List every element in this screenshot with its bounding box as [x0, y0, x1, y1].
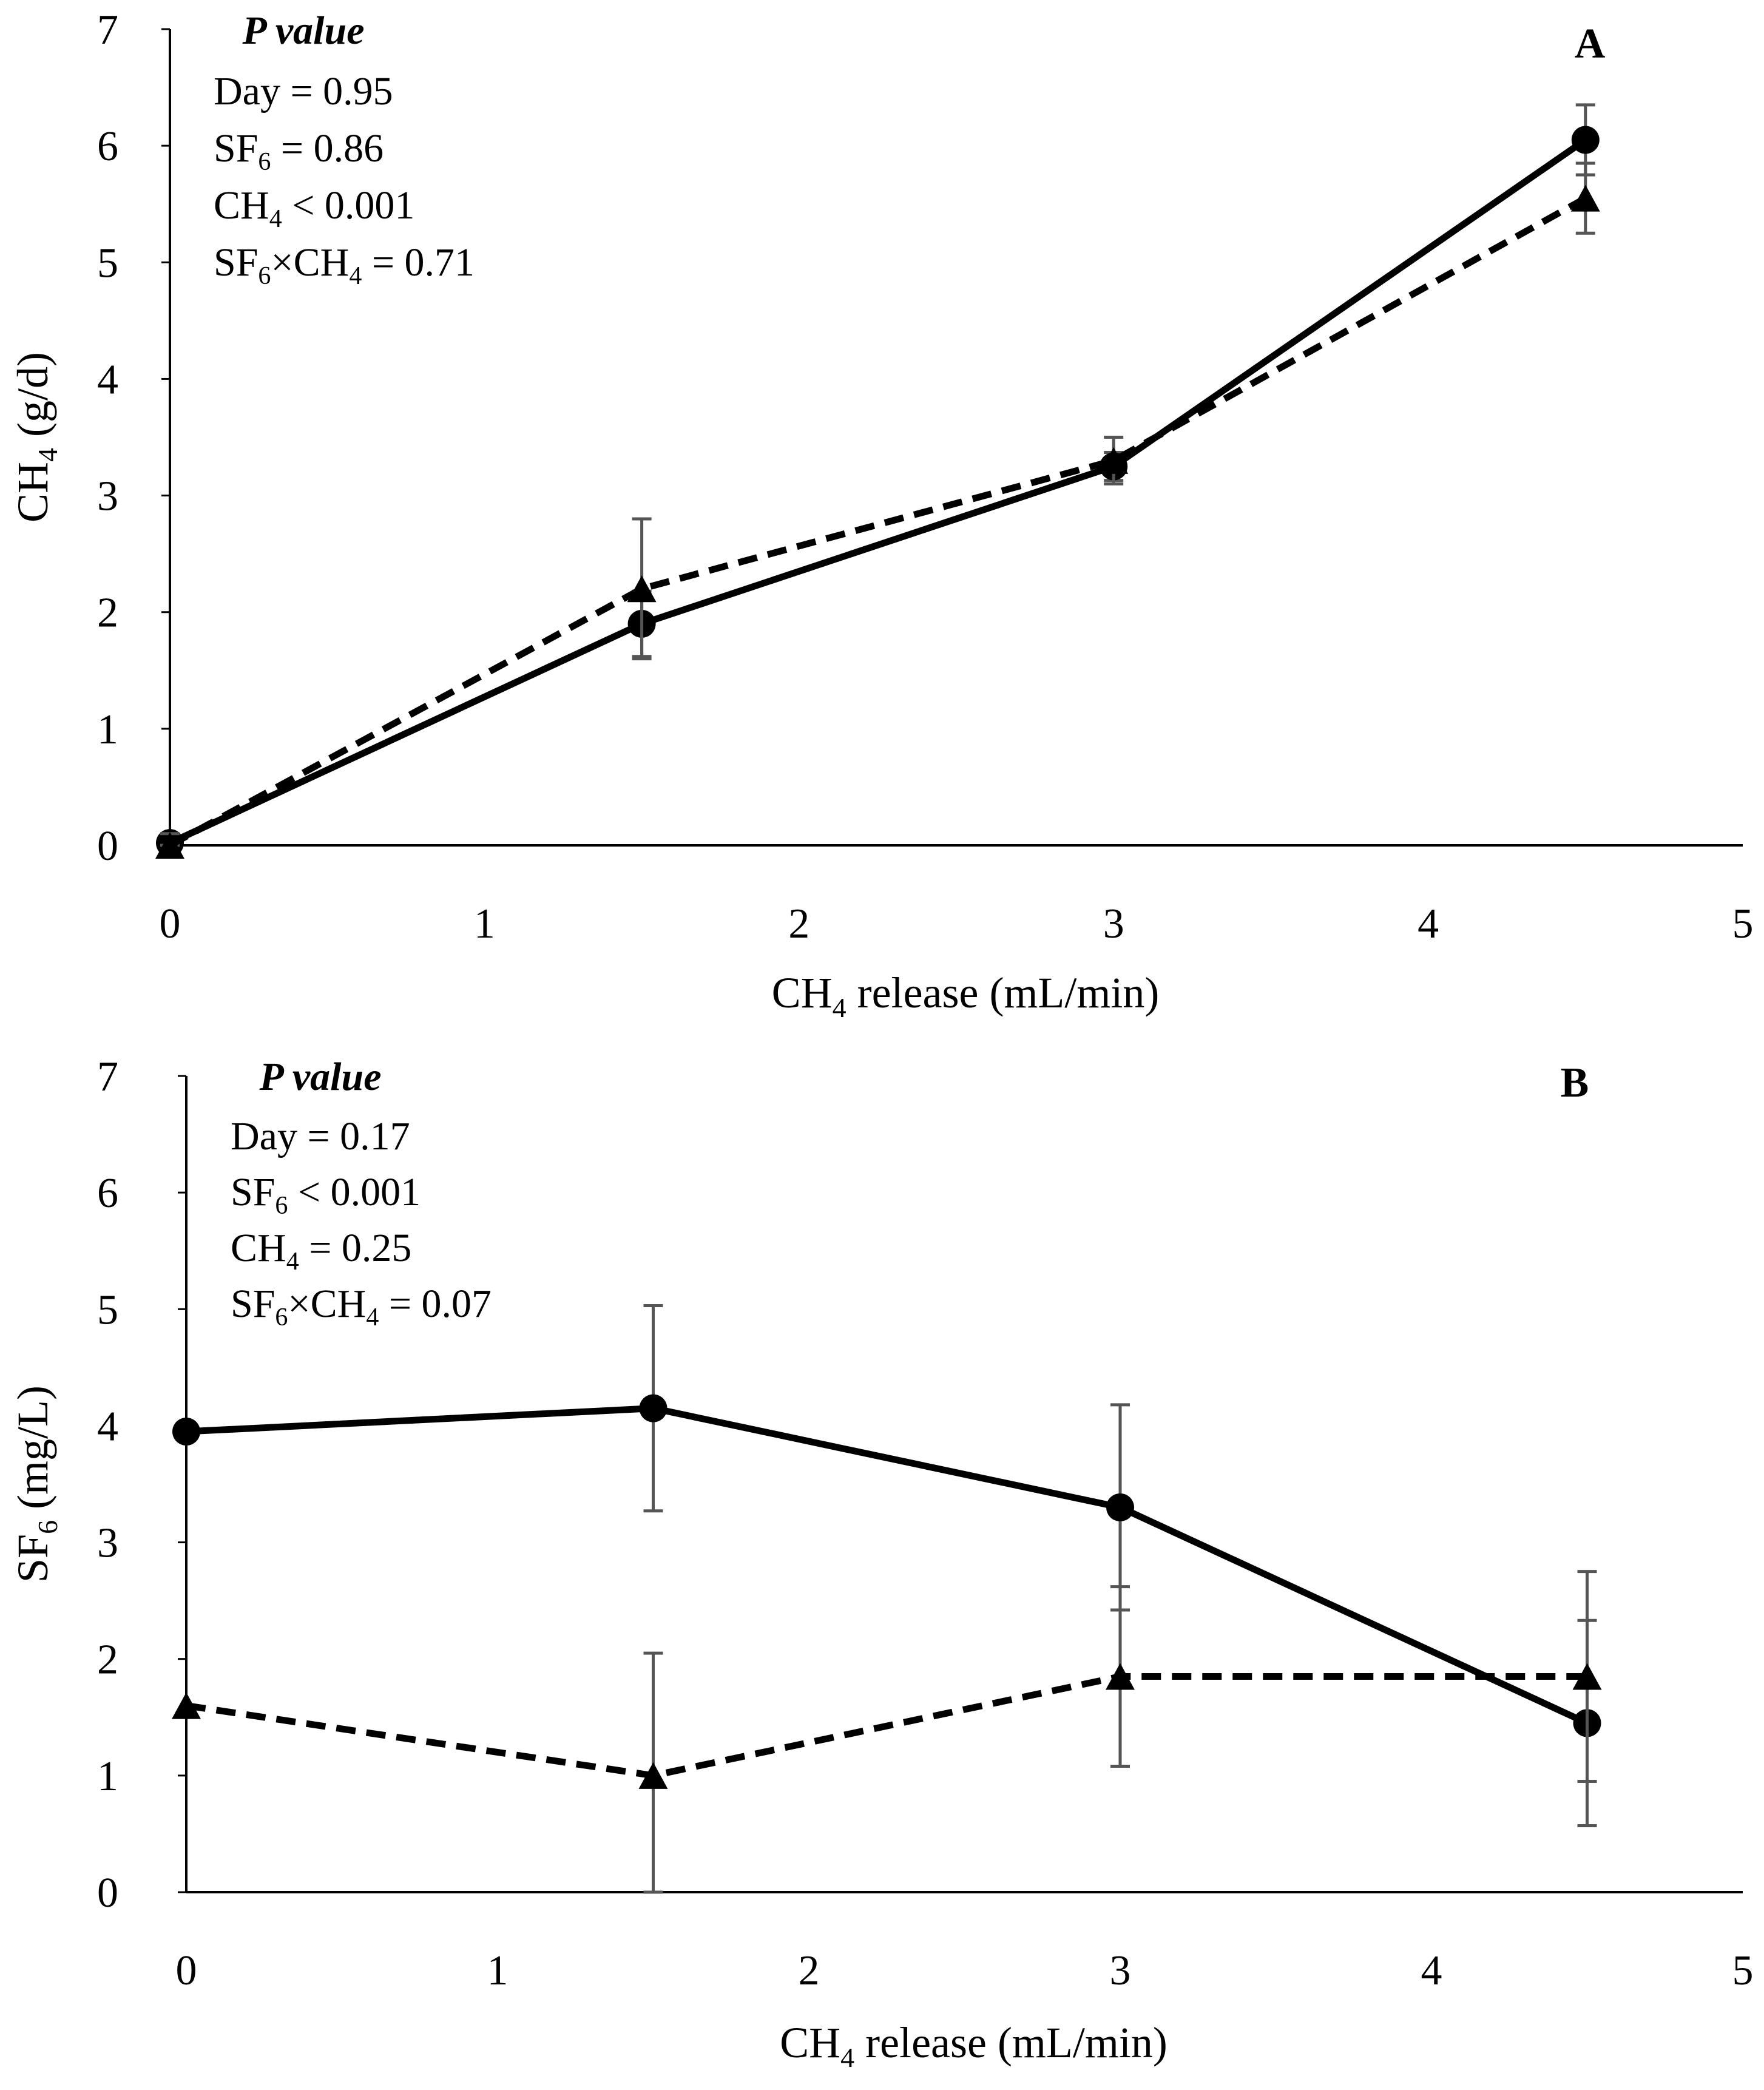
- p-value-line: SF6 = 0.86: [214, 126, 384, 176]
- p-value-line: Day = 0.95: [214, 69, 393, 113]
- x-tick-label: 1: [474, 901, 495, 947]
- data-point-triangle: [172, 1692, 201, 1719]
- data-point-triangle: [1570, 184, 1600, 212]
- x-tick-label: 3: [1110, 1947, 1131, 1994]
- y-tick-label: 2: [97, 1637, 118, 1683]
- y-tick-label: 6: [97, 123, 118, 170]
- y-axis-title: CH4 (g/d): [8, 352, 63, 522]
- x-tick-label: 5: [1732, 901, 1754, 947]
- y-tick-label: 3: [97, 1520, 118, 1567]
- p-value-title: P value: [242, 8, 365, 53]
- x-tick-label: 2: [788, 901, 809, 947]
- series-triangle: [155, 161, 1600, 859]
- data-point-triangle: [155, 832, 184, 859]
- y-tick-label: 7: [97, 1053, 118, 1100]
- x-tick-label: 1: [487, 1947, 509, 1994]
- p-value-line: SF6×CH4 = 0.07: [231, 1282, 492, 1331]
- data-point-circle: [172, 1418, 200, 1446]
- y-tick-label: 0: [97, 1870, 118, 1916]
- data-point-circle: [1106, 1493, 1134, 1521]
- data-point-triangle: [1106, 1663, 1135, 1690]
- y-tick-label: 4: [97, 356, 118, 403]
- y-tick-label: 7: [97, 7, 118, 53]
- series-circle: [172, 1304, 1601, 1827]
- x-tick-label: 5: [1732, 1947, 1754, 1994]
- y-tick-label: 4: [97, 1403, 118, 1450]
- p-value-line: CH4 < 0.001: [214, 183, 414, 233]
- x-tick-label: 4: [1418, 901, 1439, 947]
- data-point-triangle: [1099, 447, 1129, 474]
- data-point-circle: [1571, 126, 1600, 154]
- data-point-triangle: [1572, 1663, 1602, 1690]
- x-tick-label: 3: [1103, 901, 1124, 947]
- series-line: [168, 195, 1587, 848]
- panel-letter: A: [1575, 21, 1606, 67]
- data-point-triangle: [627, 575, 657, 603]
- p-value-title: P value: [259, 1055, 382, 1099]
- y-tick-label: 1: [97, 1753, 118, 1800]
- series-triangle: [172, 1570, 1602, 1894]
- x-tick-label: 0: [176, 1947, 197, 1994]
- p-value-line: Day = 0.17: [231, 1114, 410, 1158]
- data-point-circle: [639, 1394, 667, 1422]
- x-tick-label: 4: [1421, 1947, 1442, 1994]
- y-axis-title: SF6 (mg/L): [8, 1385, 63, 1583]
- p-value-line: SF6×CH4 = 0.71: [214, 240, 475, 290]
- panel-letter: B: [1561, 1060, 1589, 1106]
- y-tick-label: 5: [97, 1287, 118, 1333]
- x-axis-title: CH4 release (mL/min): [772, 969, 1160, 1023]
- chart-panel-b: 0 1 2 3 4 5 6 7 0 1 2 3 4 5 CH4 release (mL/min) SF6 (m…: [8, 1053, 1754, 2073]
- x-tick-label: 0: [160, 901, 181, 947]
- y-tick-label: 3: [97, 473, 118, 520]
- p-value-line: CH4 = 0.25: [231, 1226, 411, 1276]
- p-value-line: SF6 < 0.001: [231, 1170, 421, 1220]
- series-line: [186, 1673, 1587, 1779]
- y-tick-label: 6: [97, 1170, 118, 1217]
- chart-panel-a: 0 1 2 3 4 5 6 7 0 1 2 3 4 5 CH4 release (mL/min) CH4 (g…: [8, 7, 1754, 1023]
- x-axis-title: CH4 release (mL/min): [780, 2018, 1168, 2073]
- y-tick-label: 5: [97, 240, 118, 286]
- series-line: [186, 1405, 1589, 1726]
- y-tick-label: 2: [97, 590, 118, 637]
- data-point-triangle: [638, 1762, 668, 1789]
- y-tick-label: 0: [97, 823, 118, 870]
- y-tick-label: 1: [97, 706, 118, 753]
- series-line: [168, 137, 1587, 847]
- x-tick-label: 2: [799, 1947, 820, 1994]
